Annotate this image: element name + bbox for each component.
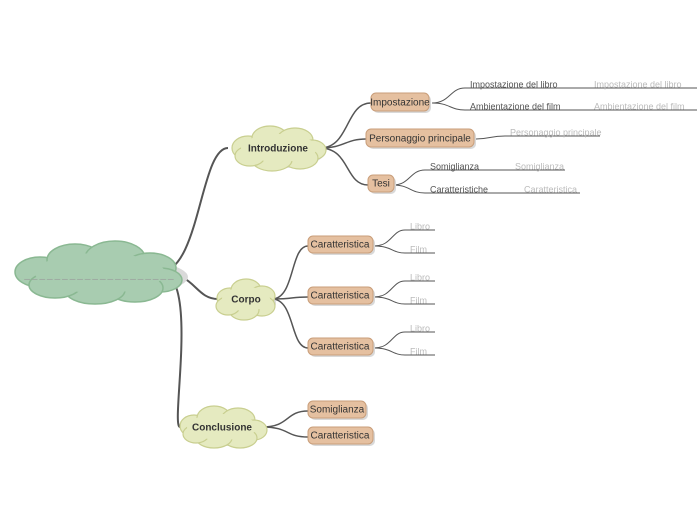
corpo-item-0[interactable]: Caratteristica xyxy=(308,236,375,255)
tesi-caratt-ghost: Caratteristica xyxy=(524,184,577,194)
impostazione-node[interactable]: Impostazione xyxy=(370,93,431,113)
tesi-somiglianza: Somiglianza xyxy=(430,161,479,171)
mindmap-canvas: ____________________ Introduzione Cor xyxy=(0,0,697,520)
tesi-somiglianza-ghost: Somiglianza xyxy=(515,161,564,171)
corpo-item-1-label: Caratteristica xyxy=(311,291,370,302)
corpo-label: Corpo xyxy=(231,295,260,306)
conclusione-label: Conclusione xyxy=(192,423,252,434)
root-placeholder: ____________________ xyxy=(23,270,175,281)
introduzione-node[interactable]: Introduzione xyxy=(232,126,326,171)
tesi-node[interactable]: Tesi xyxy=(368,175,396,194)
conclusione-a-label: Somiglianza xyxy=(310,405,365,416)
conclusione-a[interactable]: Somiglianza xyxy=(308,401,368,420)
impostazione-libro-ghost: Impostazione del libro xyxy=(594,79,682,89)
personaggio-node[interactable]: Personaggio principale xyxy=(366,129,476,149)
tesi-label: Tesi xyxy=(372,179,390,190)
impostazione-libro: Impostazione del libro xyxy=(470,79,558,89)
root-node[interactable]: ____________________ xyxy=(15,241,188,304)
corpo-node[interactable]: Corpo xyxy=(216,279,276,320)
corpo-item-0-a: Libro xyxy=(410,221,430,231)
corpo-item-1[interactable]: Caratteristica xyxy=(308,287,375,306)
impostazione-film: Ambientazione del film xyxy=(470,101,561,111)
tesi-caratt: Caratteristiche xyxy=(430,184,488,194)
personaggio-ghost: Personaggio principale xyxy=(510,127,602,137)
introduzione-label: Introduzione xyxy=(248,144,308,155)
corpo-item-2-b: Film xyxy=(410,346,427,356)
corpo-item-1-b: Film xyxy=(410,295,427,305)
corpo-item-2-label: Caratteristica xyxy=(311,342,370,353)
impostazione-film-ghost: Ambientazione del film xyxy=(594,101,685,111)
conclusione-b-label: Caratteristica xyxy=(311,431,370,442)
corpo-item-0-label: Caratteristica xyxy=(311,240,370,251)
corpo-item-2-a: Libro xyxy=(410,323,430,333)
corpo-item-0-b: Film xyxy=(410,244,427,254)
conclusione-node[interactable]: Conclusione xyxy=(180,406,267,448)
conclusione-b[interactable]: Caratteristica xyxy=(308,427,375,446)
corpo-item-1-a: Libro xyxy=(410,272,430,282)
corpo-item-2[interactable]: Caratteristica xyxy=(308,338,375,357)
impostazione-label: Impostazione xyxy=(370,98,430,109)
personaggio-label: Personaggio principale xyxy=(369,134,471,145)
